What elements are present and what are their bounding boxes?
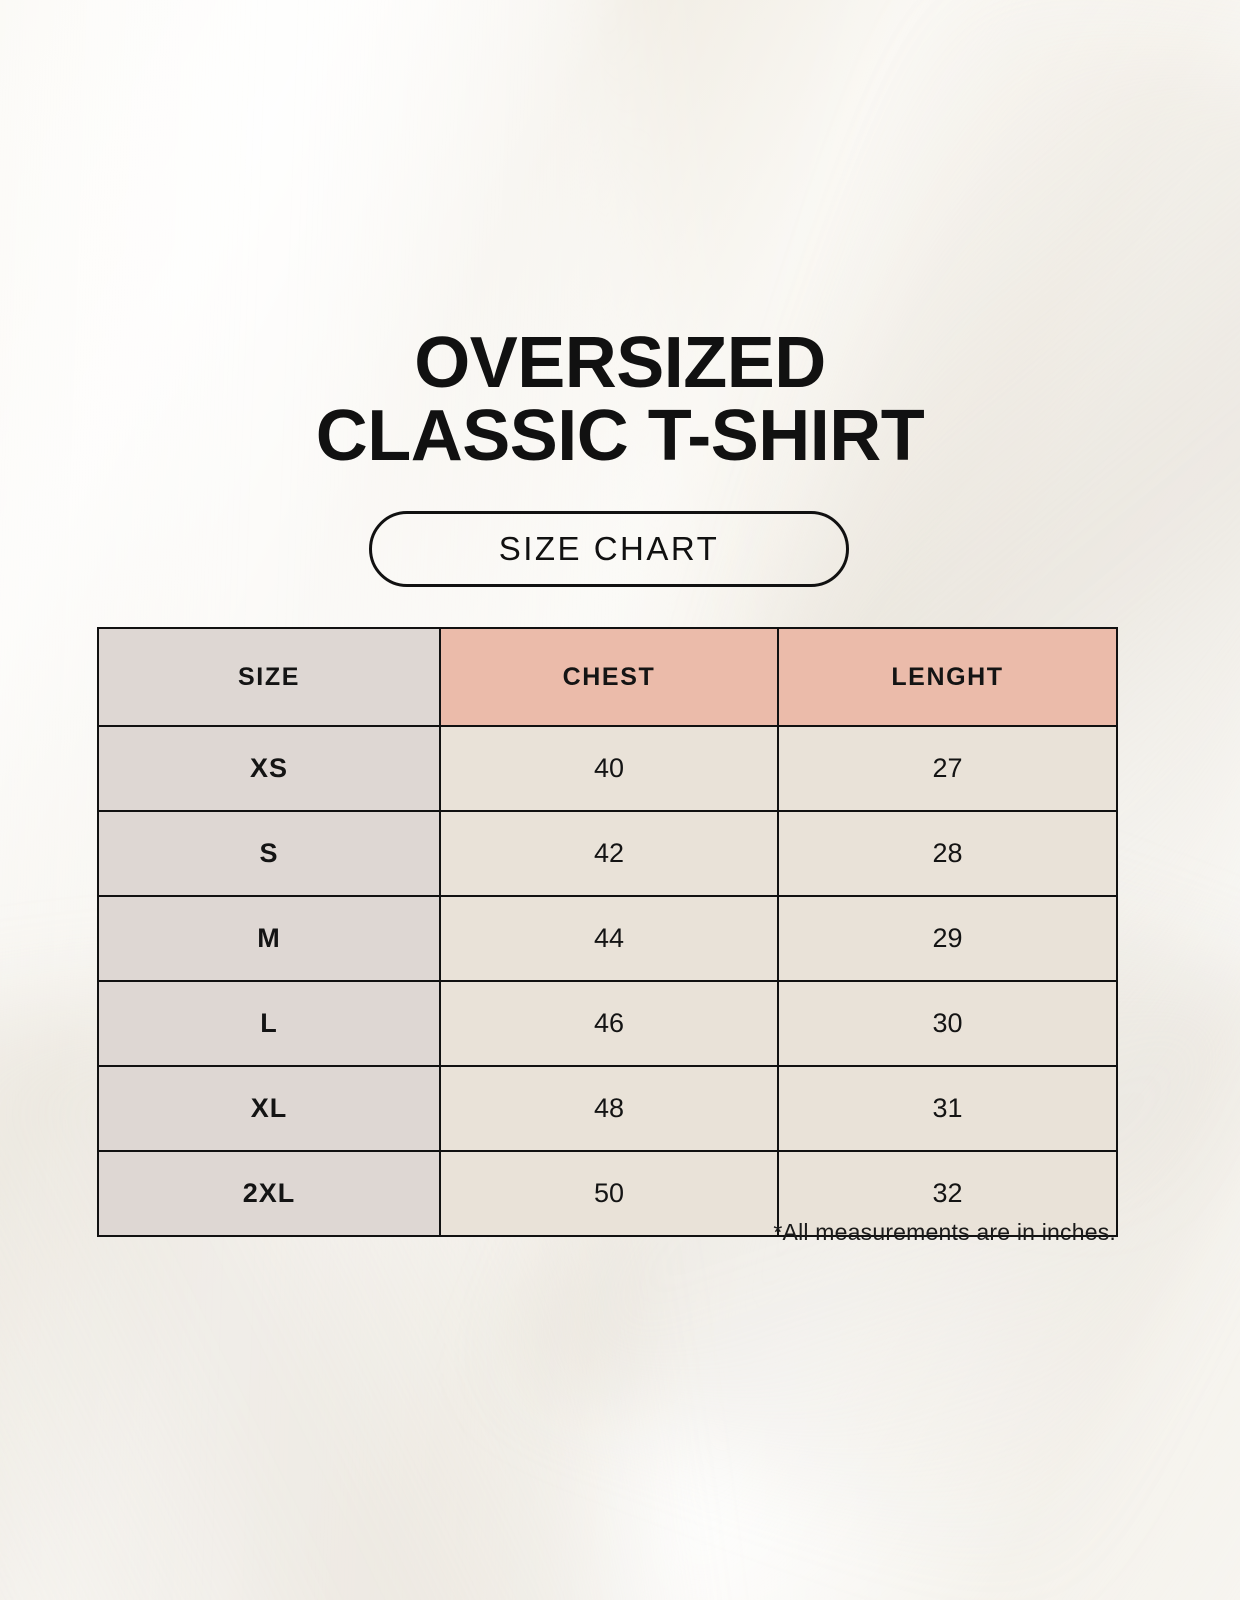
column-header-length: LENGHT: [777, 627, 1118, 727]
cell-size: M: [97, 895, 441, 982]
cell-chest: 48: [439, 1065, 779, 1152]
table-row: XS 40 27: [97, 725, 1118, 812]
size-table-container: SIZE CHEST LENGHT XS 40 27 S 42 28: [97, 627, 1118, 1237]
table-header-row: SIZE CHEST LENGHT: [97, 627, 1118, 727]
cell-length: 30: [777, 980, 1118, 1067]
page-title-line-2: CLASSIC T-SHIRT: [315, 396, 925, 477]
cell-chest: 44: [439, 895, 779, 982]
column-header-size: SIZE: [97, 627, 441, 727]
size-table-body: XS 40 27 S 42 28 M 44 29 L: [97, 725, 1118, 1237]
size-table: SIZE CHEST LENGHT XS 40 27 S 42 28: [97, 627, 1118, 1237]
size-chart-badge: SIZE CHART: [369, 511, 849, 587]
cell-size: XL: [97, 1065, 441, 1152]
cell-length: 29: [777, 895, 1118, 982]
table-row: S 42 28: [97, 810, 1118, 897]
cell-chest: 40: [439, 725, 779, 812]
cell-chest: 46: [439, 980, 779, 1067]
cell-size: XS: [97, 725, 441, 812]
column-header-chest: CHEST: [439, 627, 779, 727]
measurement-footnote: *All measurements are in inches.: [773, 1219, 1116, 1245]
page-title-line-1: OVERSIZED: [414, 323, 826, 403]
cell-length: 28: [777, 810, 1118, 897]
size-chart-badge-label: SIZE CHART: [498, 530, 720, 567]
cell-size: 2XL: [97, 1150, 441, 1237]
cell-length: 27: [777, 725, 1118, 812]
page-title: OVERSIZED CLASSIC T-SHIRT: [0, 323, 1240, 477]
size-table-header: SIZE CHEST LENGHT: [97, 627, 1118, 727]
cell-length: 32: [777, 1150, 1118, 1237]
cell-chest: 50: [439, 1150, 779, 1237]
table-row: 2XL 50 32: [97, 1150, 1118, 1237]
cell-length: 31: [777, 1065, 1118, 1152]
table-row: M 44 29: [97, 895, 1118, 982]
table-row: L 46 30: [97, 980, 1118, 1067]
cell-size: S: [97, 810, 441, 897]
table-row: XL 48 31: [97, 1065, 1118, 1152]
cell-chest: 42: [439, 810, 779, 897]
cell-size: L: [97, 980, 441, 1067]
